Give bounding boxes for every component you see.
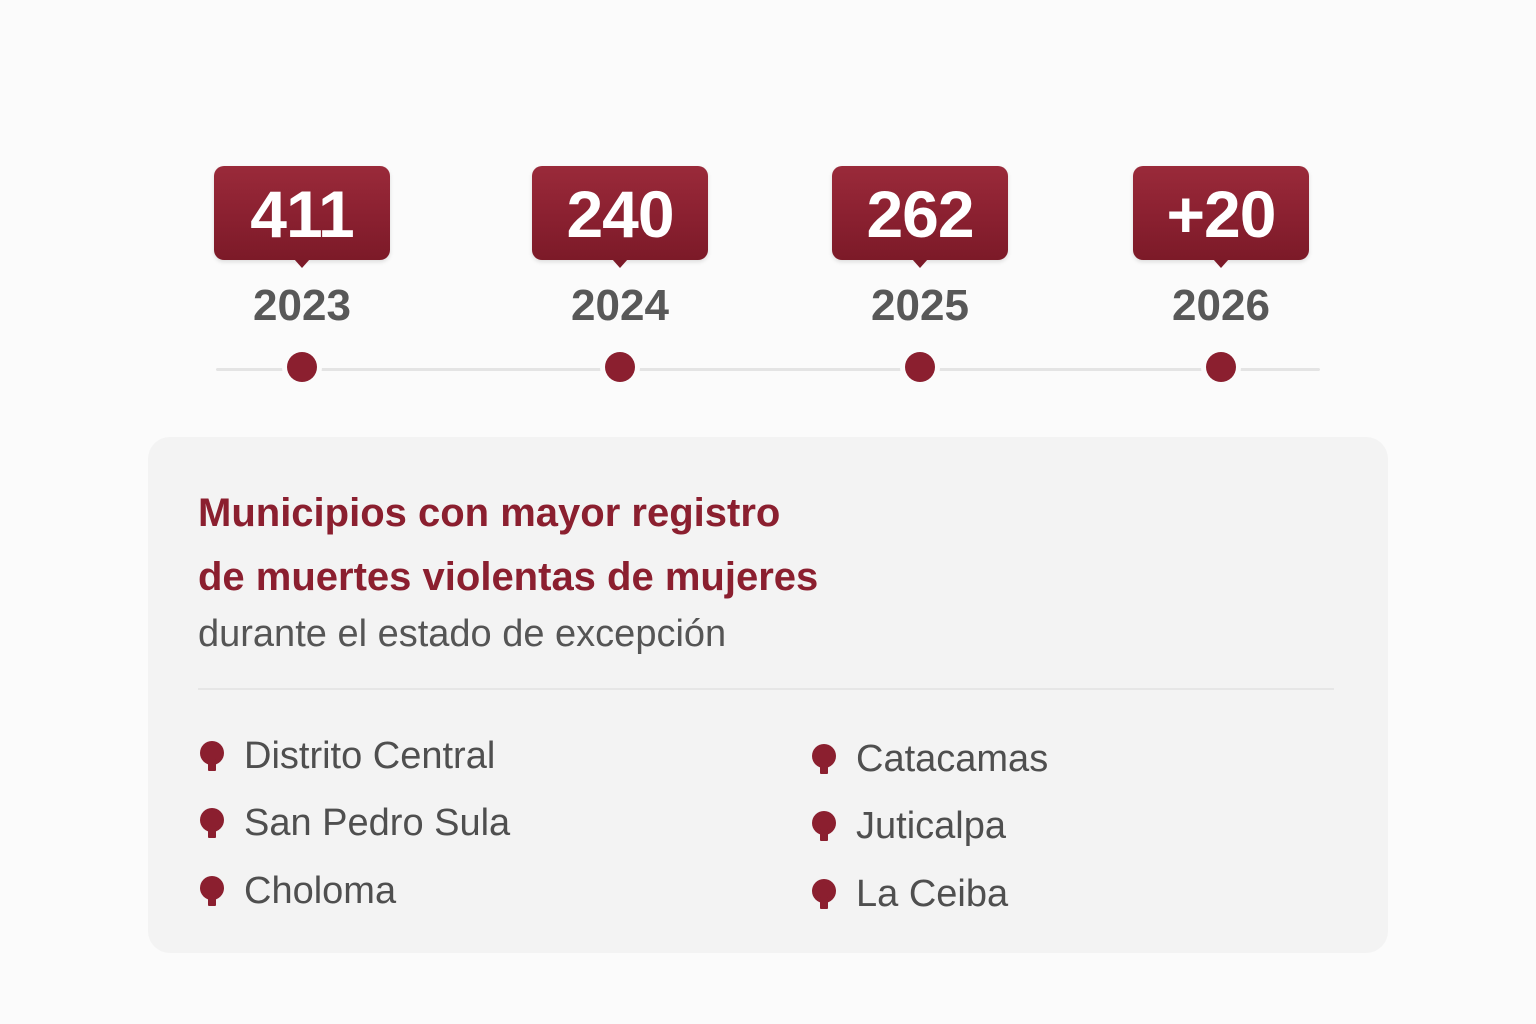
timeline-item-2023: 411 2023 <box>202 166 402 396</box>
value-bubble: 411 <box>214 166 390 268</box>
map-pin-icon <box>198 806 226 840</box>
year-label: 2023 <box>253 281 351 330</box>
map-pin-icon <box>810 809 838 843</box>
municipality-list-left: Distrito Central San Pedro Sula Choloma <box>198 722 510 925</box>
timeline-item-2025: 262 2025 <box>820 166 1020 396</box>
map-pin-icon <box>810 742 838 776</box>
value-label: 411 <box>250 177 354 251</box>
list-item: Distrito Central <box>198 722 510 790</box>
municipality-name: Juticalpa <box>856 805 1006 848</box>
municipality-name: Choloma <box>244 869 397 912</box>
map-pin-icon <box>810 877 838 911</box>
map-pin-icon <box>198 739 226 773</box>
timeline-dot-icon <box>905 352 935 382</box>
list-item: La Ceiba <box>810 860 1048 928</box>
timeline-axis <box>216 368 1320 371</box>
list-item: Choloma <box>198 857 510 925</box>
municipality-list-right: Catacamas Juticalpa La Ceiba <box>810 725 1048 928</box>
timeline-dot-icon <box>605 352 635 382</box>
divider <box>198 688 1334 690</box>
value-label: 262 <box>866 177 974 251</box>
municipality-name: Distrito Central <box>244 734 496 777</box>
value-label: +20 <box>1166 177 1277 251</box>
timeline-item-2026: +20 2026 <box>1121 166 1321 396</box>
card-title-line-1: Municipios con mayor registro <box>198 491 781 535</box>
card-subtitle: durante el estado de excepción <box>198 613 727 655</box>
timeline-dot-icon <box>287 352 317 382</box>
timeline-item-2024: 240 2024 <box>520 166 720 396</box>
municipalities-card: Municipios con mayor registro de muertes… <box>148 437 1388 953</box>
value-bubble: 240 <box>532 166 708 268</box>
value-bubble: +20 <box>1133 166 1309 268</box>
municipality-name: Catacamas <box>856 737 1049 780</box>
timeline-dot-icon <box>1206 352 1236 382</box>
card-title-line-2: de muertes violentas de mujeres <box>198 555 819 599</box>
value-label: 240 <box>566 177 674 251</box>
year-label: 2025 <box>871 281 969 330</box>
card-title: Municipios con mayor registro de muertes… <box>198 481 998 609</box>
year-timeline: 411 2023 240 2024 262 2025 +20 2026 <box>0 0 1536 420</box>
year-label: 2026 <box>1172 281 1270 330</box>
municipality-name: San Pedro Sula <box>244 802 511 845</box>
map-pin-icon <box>198 874 226 908</box>
list-item: Catacamas <box>810 725 1048 793</box>
value-bubble: 262 <box>832 166 1008 268</box>
list-item: Juticalpa <box>810 793 1048 861</box>
list-item: San Pedro Sula <box>198 790 510 858</box>
year-label: 2024 <box>571 281 669 330</box>
municipality-name: La Ceiba <box>856 872 1009 915</box>
